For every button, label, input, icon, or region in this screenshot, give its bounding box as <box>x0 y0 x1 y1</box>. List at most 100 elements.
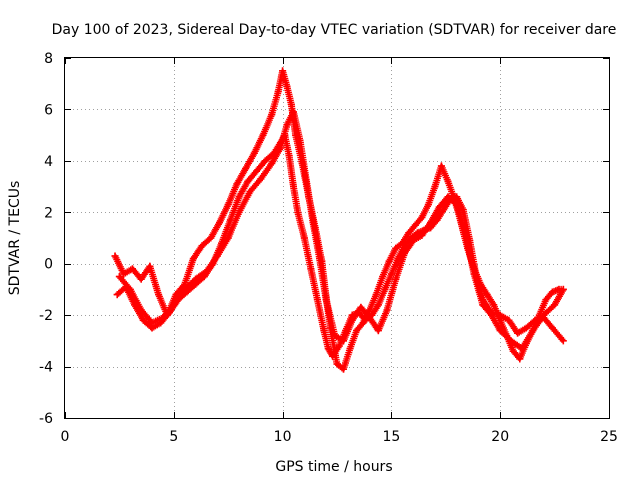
data-point <box>233 180 241 188</box>
data-point <box>224 201 232 209</box>
data-point <box>400 249 408 257</box>
data-point <box>283 82 291 90</box>
y-axis-label: SDTVAR / TECUs <box>7 181 23 296</box>
data-point <box>139 316 147 324</box>
data-point <box>483 291 491 299</box>
data-point <box>340 365 348 373</box>
data-point <box>387 270 395 278</box>
data-point <box>559 337 567 345</box>
x-tick-label: 25 <box>600 429 618 445</box>
data-points <box>111 67 567 373</box>
data-point <box>213 252 221 260</box>
data-point <box>246 188 254 196</box>
data-point <box>440 206 448 214</box>
data-point <box>137 306 145 314</box>
data-point <box>418 213 426 221</box>
data-point <box>496 316 504 324</box>
data-point <box>542 296 550 304</box>
data-point <box>111 252 119 260</box>
data-point <box>479 301 487 309</box>
data-point <box>374 301 382 309</box>
data-point <box>522 339 530 347</box>
data-point <box>128 265 136 273</box>
data-point <box>261 157 269 165</box>
data-point <box>155 291 163 299</box>
data-point <box>418 231 426 239</box>
data-point <box>137 275 145 283</box>
x-tick-label: 15 <box>382 429 400 445</box>
data-point <box>300 234 308 242</box>
data-point <box>431 183 439 191</box>
data-point <box>285 152 293 160</box>
data-point <box>379 273 387 281</box>
data-point <box>224 234 232 242</box>
data-point <box>276 144 284 152</box>
data-point <box>298 159 306 167</box>
data-point <box>207 234 215 242</box>
data-point <box>333 360 341 368</box>
data-point <box>514 329 522 337</box>
y-tick-label: 0 <box>44 257 53 273</box>
data-point <box>268 111 276 119</box>
data-point <box>505 316 513 324</box>
data-point <box>235 193 243 201</box>
y-tick-label: 6 <box>44 102 53 118</box>
data-point <box>313 296 321 304</box>
data-point <box>374 327 382 335</box>
data-point <box>470 265 478 273</box>
data-point <box>424 201 432 209</box>
data-point <box>289 183 297 191</box>
data-point <box>202 267 210 275</box>
data-point <box>346 345 354 353</box>
data-point <box>487 311 495 319</box>
data-point <box>189 255 197 263</box>
data-point <box>385 257 393 265</box>
data-point <box>326 324 334 332</box>
data-point <box>148 319 156 327</box>
data-point <box>320 327 328 335</box>
data-point <box>172 291 180 299</box>
data-point <box>318 257 326 265</box>
data-point <box>366 306 374 314</box>
data-point <box>335 342 343 350</box>
data-point <box>113 291 121 299</box>
data-point <box>307 265 315 273</box>
data-point <box>437 162 445 170</box>
data-point <box>305 193 313 201</box>
data-point <box>427 219 435 227</box>
data-point <box>405 229 413 237</box>
data-point <box>192 275 200 283</box>
chart-title: Day 100 of 2023, Sidereal Day-to-day VTE… <box>52 22 617 38</box>
data-point <box>324 345 332 353</box>
data-point <box>244 177 252 185</box>
data-point <box>283 121 291 129</box>
data-point <box>242 165 250 173</box>
data-point <box>548 324 556 332</box>
data-point <box>359 319 367 327</box>
data-point <box>163 311 171 319</box>
y-tick-label: 4 <box>44 154 53 170</box>
data-point <box>411 221 419 229</box>
data-point <box>348 316 356 324</box>
data-point <box>409 237 417 245</box>
data-point <box>548 288 556 296</box>
data-point <box>559 285 567 293</box>
axis-ticks: 0 5 10 15 20 25 -6 -4 -2 0 2 4 6 8 <box>39 51 618 445</box>
y-tick-label: -2 <box>39 308 53 324</box>
x-tick-label: 5 <box>169 429 178 445</box>
data-point <box>279 67 287 75</box>
plot-frame <box>64 57 610 419</box>
data-point <box>392 275 400 283</box>
data-point <box>159 314 167 322</box>
data-point <box>383 306 391 314</box>
data-point <box>259 131 267 139</box>
data-point <box>444 177 452 185</box>
data-point <box>292 131 300 139</box>
data-point <box>257 175 265 183</box>
data-point <box>126 285 134 293</box>
data-point <box>451 195 459 203</box>
x-tick-label: 10 <box>274 429 292 445</box>
data-point <box>477 280 485 288</box>
data-point <box>287 100 295 108</box>
